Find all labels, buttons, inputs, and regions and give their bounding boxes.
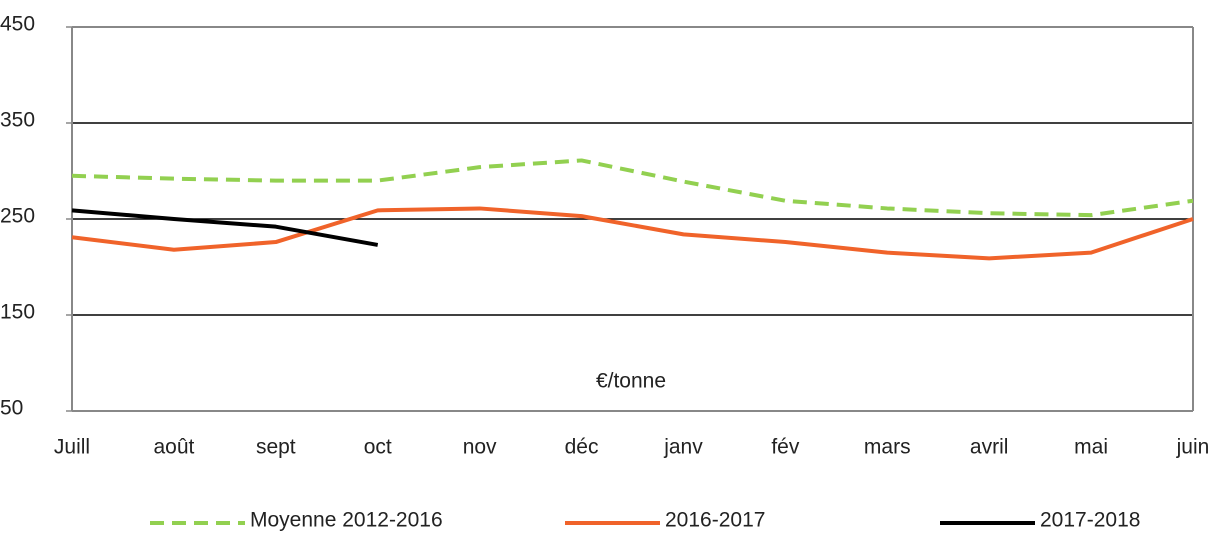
line-series bbox=[71, 206, 1194, 261]
annotation: €/tonne bbox=[596, 370, 666, 393]
y-tick-label: 350 bbox=[0, 109, 35, 132]
line-series bbox=[71, 158, 1194, 218]
y-tick-label: 150 bbox=[0, 301, 35, 324]
legend-label: 2017-2018 bbox=[1040, 509, 1140, 532]
x-tick-label: janv bbox=[663, 436, 703, 459]
y-tick-label: 450 bbox=[0, 13, 35, 36]
x-tick-label: oct bbox=[364, 436, 392, 459]
y-tick-label: 50 bbox=[0, 397, 23, 420]
x-tick-label: nov bbox=[463, 436, 497, 459]
x-tick-label: avril bbox=[970, 436, 1009, 459]
x-tick-label: fév bbox=[771, 436, 800, 459]
x-tick-label: sept bbox=[256, 436, 296, 459]
legend-label: 2016-2017 bbox=[665, 509, 765, 532]
x-tick-label: mai bbox=[1074, 436, 1108, 459]
x-tick-label: juin bbox=[1176, 436, 1210, 459]
x-tick-label: Juill bbox=[54, 436, 90, 459]
x-tick-label: août bbox=[153, 436, 194, 459]
x-tick-label: mars bbox=[864, 436, 911, 459]
x-tick-label: déc bbox=[565, 436, 599, 459]
y-tick-label: 250 bbox=[0, 205, 35, 228]
line-series bbox=[71, 208, 379, 247]
legend-label: Moyenne 2012-2016 bbox=[250, 509, 443, 532]
